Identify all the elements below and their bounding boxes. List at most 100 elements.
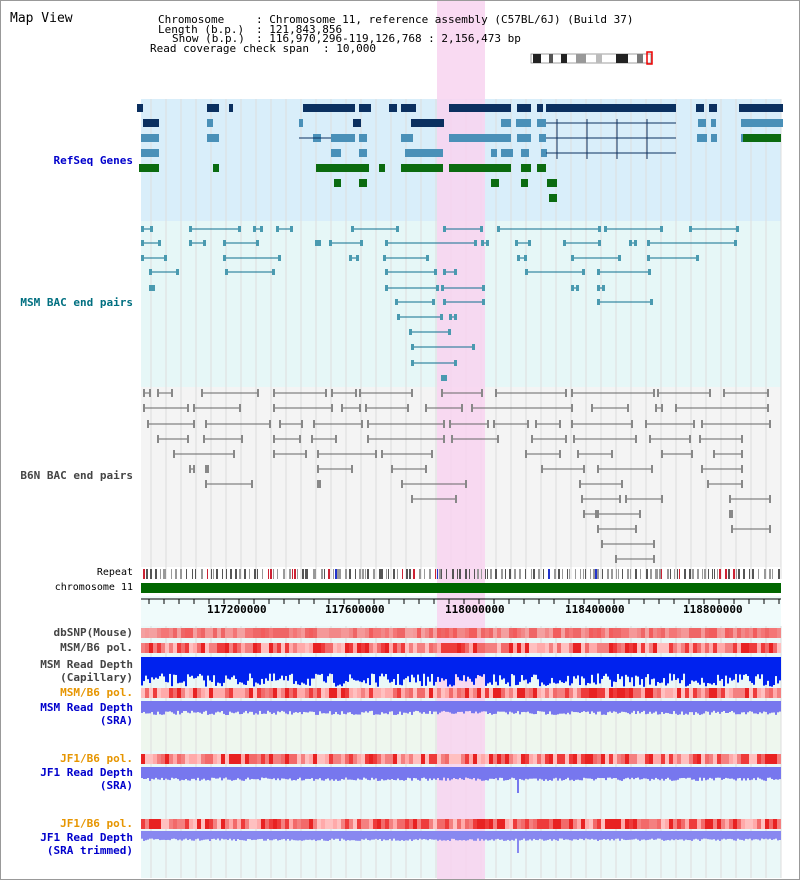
label-b6n-bac[interactable]: B6N BAC end pairs	[20, 469, 133, 482]
depth-bar	[401, 657, 403, 686]
depth-bar	[217, 767, 219, 779]
heat-cell	[521, 819, 525, 829]
depth-bar	[351, 657, 353, 679]
label-msm-b6-pol-1[interactable]: MSM/B6 pol.	[60, 641, 133, 654]
heat-cell	[681, 754, 685, 764]
heat-cell	[309, 628, 313, 638]
b6n-end-marker	[143, 404, 145, 412]
heat-cell	[373, 688, 377, 698]
heat-cell	[773, 754, 777, 764]
heat-cell	[277, 754, 281, 764]
chromosome-11-bar[interactable]	[141, 583, 781, 593]
repeat-mark	[607, 569, 609, 579]
depth-bar	[617, 767, 619, 780]
label-jf1-depth-trimmed[interactable]: JF1 Read Depth	[40, 831, 133, 844]
label-msm-bac[interactable]: MSM BAC end pairs	[20, 296, 133, 309]
depth-bar	[541, 657, 543, 683]
heat-cell	[741, 819, 745, 829]
chromosome-ideogram[interactable]	[530, 51, 653, 65]
heat-cell	[549, 688, 553, 698]
depth-bar	[291, 767, 293, 781]
variant-depth-tracks[interactable]	[141, 628, 781, 853]
info-length-key: Length (b.p.)	[158, 23, 245, 36]
label-jf1-b6-pol-1[interactable]: JF1/B6 pol.	[60, 752, 133, 765]
heat-cell	[449, 688, 453, 698]
heat-cell	[761, 754, 765, 764]
depth-bar	[465, 767, 467, 778]
label-repeat[interactable]: Repeat	[96, 567, 133, 578]
heat-cell	[301, 754, 305, 764]
heat-cell	[209, 628, 213, 638]
depth-bar	[509, 767, 511, 780]
depth-bar	[159, 767, 161, 780]
repeat-mark	[501, 569, 503, 579]
b6n-end-marker	[441, 389, 443, 397]
heat-cell	[245, 643, 249, 653]
depth-bar	[767, 767, 769, 778]
depth-bar	[589, 831, 591, 840]
heat-cell	[577, 643, 581, 653]
depth-bar	[249, 701, 251, 712]
heat-cell	[701, 819, 705, 829]
depth-bar	[417, 767, 419, 780]
depth-bar	[165, 657, 167, 682]
depth-bar	[159, 831, 161, 841]
label-msm-b6-pol-2[interactable]: MSM/B6 pol.	[60, 686, 133, 699]
repeat-track[interactable]	[143, 569, 780, 579]
label-msm-depth-sra[interactable]: MSM Read Depth	[40, 701, 133, 714]
heat-cell	[317, 643, 321, 653]
heat-cell	[313, 643, 317, 653]
depth-bar	[539, 767, 541, 779]
repeat-mark	[667, 569, 669, 579]
heat-cell	[369, 819, 373, 829]
depth-bar	[713, 831, 715, 840]
depth-bar	[491, 767, 493, 779]
depth-bar	[679, 657, 681, 684]
b6n-bac-end-pairs-track[interactable]	[143, 389, 771, 563]
heat-cell	[429, 688, 433, 698]
heat-cell	[649, 754, 653, 764]
depth-bar	[627, 767, 629, 778]
heat-cell	[397, 754, 401, 764]
heat-cell	[733, 819, 737, 829]
depth-bar	[699, 831, 701, 841]
heat-cell	[509, 819, 513, 829]
heat-cell	[201, 643, 205, 653]
depth-bar	[171, 701, 173, 713]
heat-cell	[545, 628, 549, 638]
heat-cell	[713, 628, 717, 638]
label-jf1-depth-sra[interactable]: JF1 Read Depth	[40, 766, 133, 779]
depth-bar	[361, 767, 363, 780]
depth-bar	[707, 701, 709, 712]
depth-bar	[627, 657, 629, 677]
repeat-mark	[655, 569, 657, 579]
heat-cell	[757, 754, 761, 764]
depth-bar	[529, 831, 531, 840]
bac-end-marker	[443, 226, 446, 232]
msm-bac-end-pairs-track[interactable]	[141, 226, 739, 381]
refseq-genes-track[interactable]	[137, 104, 783, 202]
depth-bar	[373, 701, 375, 715]
bac-end-marker	[597, 285, 600, 291]
depth-bar	[543, 831, 545, 841]
heat-cell	[717, 628, 721, 638]
heat-cell	[365, 643, 369, 653]
heat-cell	[421, 754, 425, 764]
depth-bar	[775, 657, 777, 677]
depth-bar	[529, 701, 531, 714]
bac-end-marker	[454, 269, 457, 275]
bac-end-marker	[149, 269, 152, 275]
repeat-mark	[362, 569, 364, 579]
heat-cell	[597, 819, 601, 829]
label-msm-depth-capillary[interactable]: MSM Read Depth	[40, 658, 133, 671]
label-refseq-genes[interactable]: RefSeq Genes	[53, 154, 133, 167]
heat-cell	[753, 819, 757, 829]
depth-bar	[253, 657, 255, 687]
label-jf1-b6-pol-2[interactable]: JF1/B6 pol.	[60, 817, 133, 830]
heat-cell	[777, 754, 781, 764]
label-dbsnp[interactable]: dbSNP(Mouse)	[53, 626, 133, 639]
heat-cell	[253, 754, 257, 764]
repeat-mark	[213, 569, 214, 579]
heat-cell	[177, 643, 181, 653]
heat-cell	[145, 754, 149, 764]
